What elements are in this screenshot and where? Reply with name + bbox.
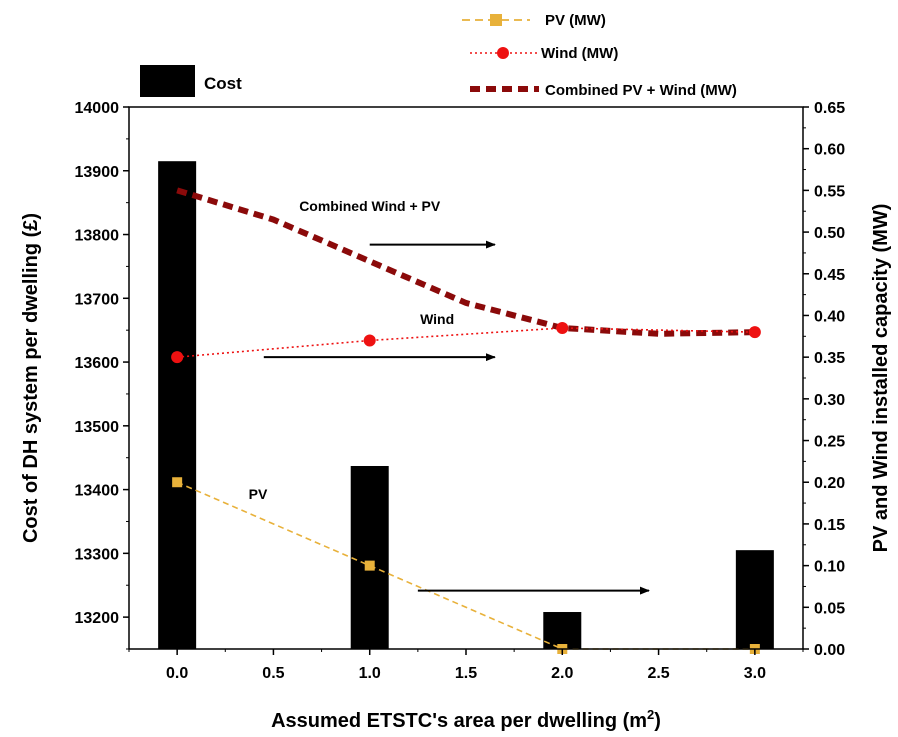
wind-point — [171, 351, 184, 364]
lines-layer — [171, 187, 761, 654]
y-left-tick-label: 13300 — [75, 546, 120, 563]
y-left-tick-label: 13200 — [75, 610, 120, 627]
bars-layer — [158, 161, 774, 649]
y-right-tick-label: 0.30 — [814, 392, 845, 409]
y-left-tick-label: 13900 — [75, 164, 120, 181]
legend-pv-label: PV (MW) — [545, 12, 606, 29]
y-right-tick-label: 0.45 — [814, 267, 845, 284]
y-right-tick-label: 0.05 — [814, 600, 845, 617]
legend-wind-marker — [497, 47, 509, 59]
y-left-tick-label: 13500 — [75, 419, 120, 436]
x-tick-label: 2.0 — [551, 665, 573, 682]
y-right-tick-label: 0.65 — [814, 100, 845, 117]
x-tick-label: 1.5 — [455, 665, 477, 682]
pv-point — [172, 477, 183, 488]
y-right-tick-label: 0.55 — [814, 183, 845, 200]
y-right-tick-label: 0.20 — [814, 475, 845, 492]
y-right-tick-label: 0.40 — [814, 308, 845, 325]
pv-line — [176, 481, 755, 650]
y-right-tick-label: 0.50 — [814, 225, 845, 242]
y-right-tick-label: 0.25 — [814, 434, 845, 451]
wind-point — [363, 334, 376, 347]
x-axis-title: Assumed ETSTC's area per dwelling (m2) — [271, 707, 661, 732]
legend: Cost PV (MW) Wind (MW) Combined PV + Wind (… — [140, 12, 737, 99]
y-left-tick-label: 13700 — [75, 291, 120, 308]
x-tick-label: 2.5 — [647, 665, 669, 682]
y-left-tick-label: 14000 — [75, 100, 120, 117]
y-right-tick-label: 0.60 — [814, 142, 845, 159]
legend-wind-label: Wind (MW) — [541, 45, 618, 62]
cost-bar — [735, 550, 774, 649]
y-left-axis-title: Cost of DH system per dwelling (£) — [20, 213, 42, 543]
legend-combined-label: Combined PV + Wind (MW) — [545, 82, 737, 99]
x-tick-label: 0.0 — [166, 665, 188, 682]
wind-point — [556, 321, 569, 334]
legend-pv-marker — [490, 14, 502, 26]
legend-cost-swatch — [140, 65, 195, 97]
y-left-tick-label: 13400 — [75, 483, 120, 500]
wind-line — [177, 327, 755, 358]
y-right-axis-title: PV and Wind installed capacity (MW) — [870, 204, 892, 553]
axes-layer: 0.0 0.5 1.0 1.5 2.0 2.5 3.0 13200 13300 13400 1350… — [20, 100, 892, 732]
x-tick-label: 3.0 — [744, 665, 766, 682]
annotation-label: PV — [249, 486, 268, 502]
y-left-tick-label: 13800 — [75, 228, 120, 245]
y-right-tick-label: 0.35 — [814, 350, 845, 367]
annotation-label: Combined Wind + PV — [299, 198, 441, 214]
y-right-tick-label: 0.10 — [814, 559, 845, 576]
legend-cost-label: Cost — [204, 74, 242, 93]
x-tick-label: 0.5 — [262, 665, 284, 682]
y-right-tick-label: 0.15 — [814, 517, 845, 534]
annotations-layer: Combined Wind + PV Wind PV — [249, 198, 650, 595]
plot-frame — [128, 106, 804, 650]
annotation-label: Wind — [420, 311, 454, 327]
cost-bar — [350, 465, 389, 649]
cost-bar — [158, 161, 197, 649]
wind-point — [748, 326, 761, 339]
y-right-tick-label: 0.00 — [814, 642, 845, 659]
combined-line — [176, 187, 755, 337]
x-tick-label: 1.0 — [359, 665, 381, 682]
pv-point — [364, 560, 375, 571]
y-left-tick-label: 13600 — [75, 355, 120, 372]
